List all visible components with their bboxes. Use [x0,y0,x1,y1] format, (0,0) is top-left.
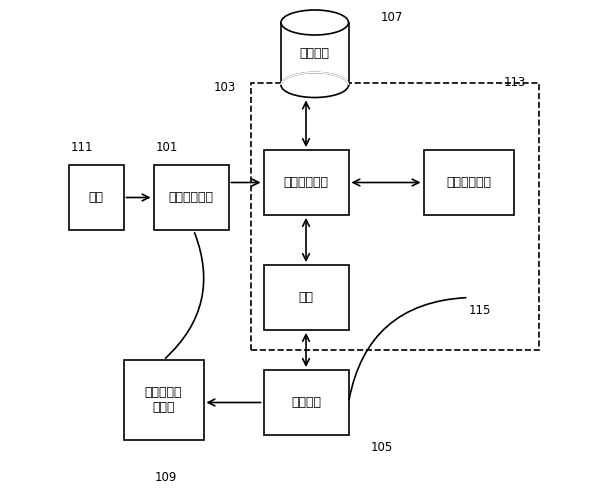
Bar [263,265,348,330]
Bar [154,165,228,230]
Text: 103: 103 [214,81,236,94]
Bar [123,360,203,440]
Text: 源域: 源域 [89,191,104,204]
Ellipse shape [281,72,348,98]
Text: 113: 113 [504,76,526,89]
Text: 109: 109 [155,471,177,484]
Text: 思维处理设备: 思维处理设备 [283,176,328,189]
Text: 认知代理: 认知代理 [291,396,321,409]
Ellipse shape [281,10,348,35]
Bar [424,150,514,215]
Text: 111: 111 [71,141,93,154]
Bar [281,22,348,85]
Text: 115: 115 [469,304,491,316]
Text: 101: 101 [156,141,178,154]
Text: 知识表示方式: 知识表示方式 [169,191,214,204]
Bar [263,370,348,435]
Text: 适应分类表
产生器: 适应分类表 产生器 [144,386,182,414]
Bar [251,82,538,350]
Bar [69,165,123,230]
Text: 107: 107 [381,11,404,24]
Text: 105: 105 [371,441,393,454]
Text: 界面: 界面 [299,291,313,304]
Text: 思维存储: 思维存储 [300,47,330,60]
Bar [263,150,348,215]
Text: 概念合成敲用: 概念合成敲用 [446,176,491,189]
